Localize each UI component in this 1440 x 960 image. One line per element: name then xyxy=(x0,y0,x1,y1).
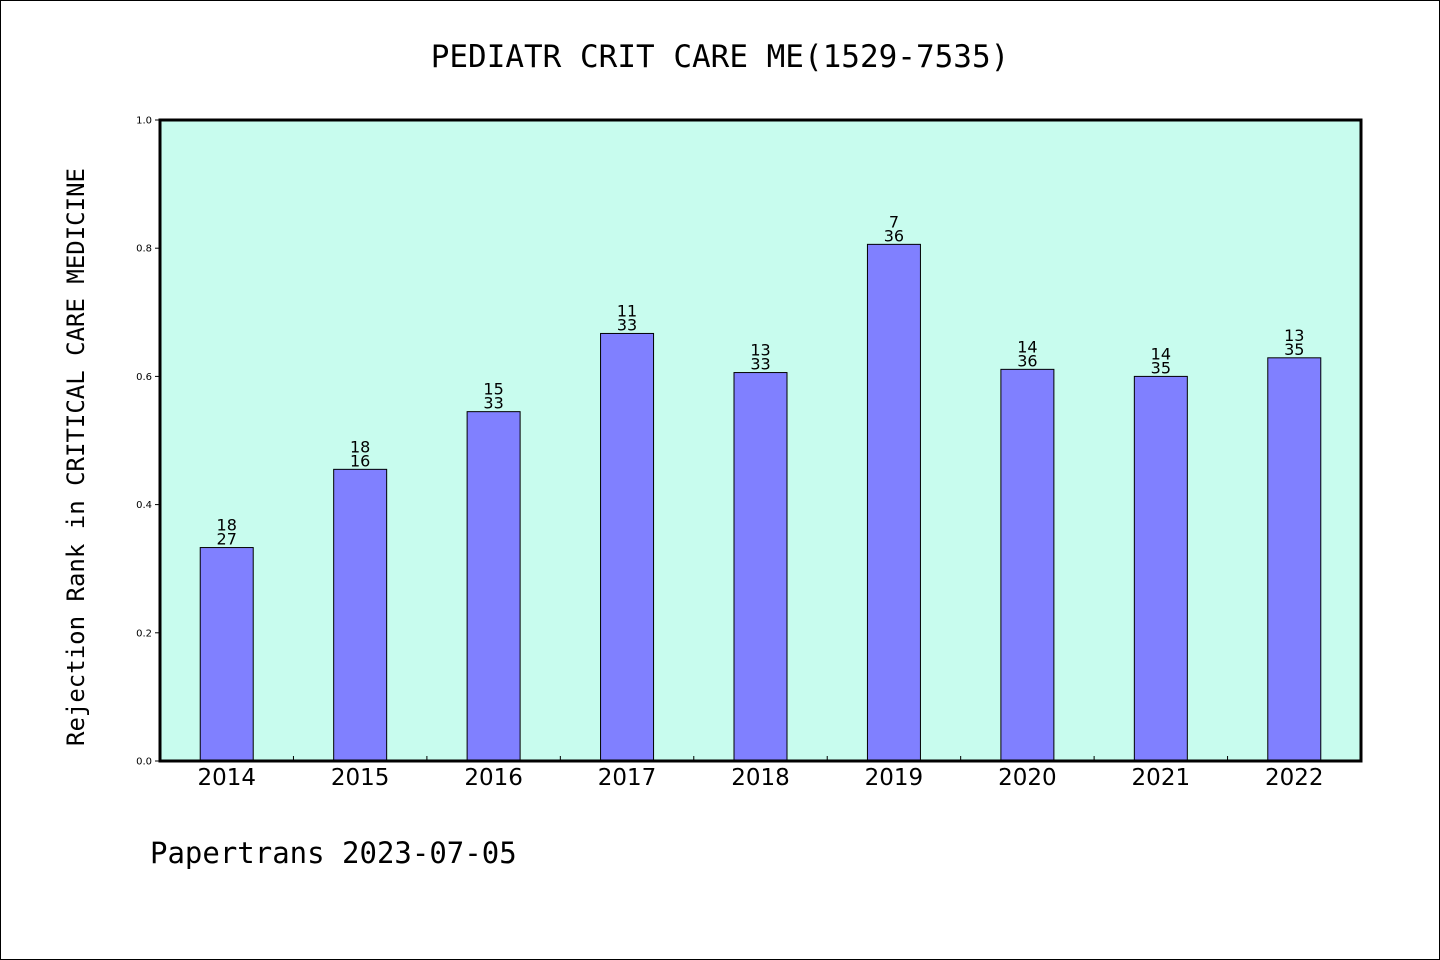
bar-2022 xyxy=(1267,357,1322,762)
x-tick-label-2016: 2016 xyxy=(464,765,523,791)
y-tick-label-0.8: 0.8 xyxy=(136,244,152,255)
plot-border xyxy=(158,118,1363,763)
bar-2015 xyxy=(333,468,388,762)
y-axis: 0.0 0.2 0.4 0.6 0.8 1.0 xyxy=(136,116,160,768)
x-tick-label-2021: 2021 xyxy=(1132,765,1191,791)
footer-text: Papertrans 2023-07-05 xyxy=(150,836,517,870)
bar-label-bottom-2018: 33 xyxy=(750,355,770,374)
bar-2016 xyxy=(466,411,521,762)
bar-label-top-2022: 13 xyxy=(1284,326,1304,345)
bar-label-top-2019: 7 xyxy=(889,212,899,231)
x-tick-label-2018: 2018 xyxy=(731,765,790,791)
bar-label-top-2014: 18 xyxy=(217,516,237,535)
bar-label-bottom-2016: 33 xyxy=(483,394,503,413)
y-tick-label-0.4: 0.4 xyxy=(136,500,152,511)
bar-2018 xyxy=(733,372,788,762)
bar-label-top-2018: 13 xyxy=(750,341,770,360)
bar-label-bottom-2021: 35 xyxy=(1151,358,1171,377)
bar-label-top-2020: 14 xyxy=(1017,337,1037,356)
bar-label-top-2021: 14 xyxy=(1151,344,1171,363)
x-tick-label-2019: 2019 xyxy=(865,765,924,791)
y-tick-label-0.6: 0.6 xyxy=(136,372,152,383)
bar-label-bottom-2015: 16 xyxy=(350,451,370,470)
bar-label-bottom-2014: 27 xyxy=(217,530,237,549)
bar-2021 xyxy=(1133,375,1188,762)
bar-2017 xyxy=(600,332,655,762)
bar-label-top-2016: 15 xyxy=(483,380,503,399)
bar-label-top-2015: 18 xyxy=(350,437,370,456)
x-tick-label-2014: 2014 xyxy=(197,765,256,791)
bar-2014 xyxy=(199,547,254,762)
x-axis: 2014 2015 2016 2017 2018 2019 2020 2021 2022 xyxy=(197,756,1324,791)
bar-label-bottom-2017: 33 xyxy=(617,315,637,334)
bar-2020 xyxy=(1000,368,1055,762)
y-tick-label-1.0: 1.0 xyxy=(136,116,152,127)
x-tick-label-2022: 2022 xyxy=(1265,765,1324,791)
chart-title: PEDIATR CRIT CARE ME(1529-7535) xyxy=(431,39,1010,75)
x-tick-label-2020: 2020 xyxy=(998,765,1057,791)
y-tick-label-0.0: 0.0 xyxy=(136,757,152,768)
y-axis-label: Rejection Rank in CRITICAL CARE MEDICINE xyxy=(62,168,90,746)
bar-label-top-2017: 11 xyxy=(617,301,637,320)
x-tick-label-2015: 2015 xyxy=(331,765,390,791)
x-tick-label-2017: 2017 xyxy=(598,765,657,791)
y-tick-label-0.2: 0.2 xyxy=(136,628,152,639)
bar-label-bottom-2022: 35 xyxy=(1284,340,1304,359)
bar-label-bottom-2020: 36 xyxy=(1017,351,1037,370)
bars-layer xyxy=(199,243,1322,762)
bar-label-bottom-2019: 36 xyxy=(884,226,904,245)
bar-2019 xyxy=(866,243,921,762)
